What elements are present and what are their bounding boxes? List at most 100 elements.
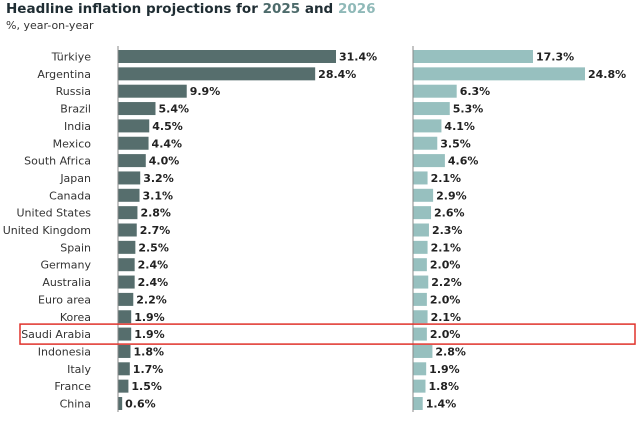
bar-2025-russia (118, 84, 187, 98)
value-label-2026-euro-area: 2.0% (430, 293, 461, 306)
value-label-2026-germany: 2.0% (430, 259, 461, 272)
bar-2026-euro-area (413, 292, 427, 306)
value-label-2026-korea: 2.1% (431, 311, 462, 324)
value-label-2025-china: 0.6% (125, 398, 156, 411)
bar-2026-south-africa (413, 154, 445, 168)
value-label-2026-south-africa: 4.6% (448, 155, 479, 168)
value-label-2026-china: 1.4% (426, 398, 457, 411)
category-label-turkiye: Türkiye (51, 51, 92, 64)
bar-2025-china (118, 397, 123, 410)
value-label-2026-australia: 2.2% (431, 276, 462, 289)
value-label-2026-italy: 1.9% (429, 363, 460, 376)
category-label-china: China (60, 398, 91, 411)
value-label-2025-euro-area: 2.2% (136, 293, 167, 306)
bar-2025-saudi-arabia (118, 327, 132, 341)
highlight-box-saudi-arabia (19, 323, 636, 345)
bar-2026-turkiye (413, 50, 533, 63)
category-label-indonesia: Indonesia (38, 345, 91, 358)
value-label-2025-japan: 3.2% (143, 172, 174, 185)
category-label-japan: Japan (59, 172, 91, 185)
bar-2026-france (413, 379, 426, 393)
value-label-2026-united-states: 2.6% (434, 207, 465, 220)
bar-2026-saudi-arabia (413, 327, 427, 341)
value-label-2025-brazil: 5.4% (158, 103, 189, 116)
value-label-2026-saudi-arabia: 2.0% (430, 328, 461, 341)
value-label-2025-turkiye: 31.4% (339, 51, 377, 64)
value-label-2026-spain: 2.1% (431, 241, 462, 254)
category-label-india: India (64, 120, 91, 133)
title-connector: and (300, 1, 338, 17)
value-label-2026-india: 4.1% (444, 120, 475, 133)
bar-2026-italy (413, 362, 427, 376)
value-label-2025-canada: 3.1% (143, 189, 174, 202)
bar-2025-argentina (118, 67, 316, 81)
bar-2026-united-kingdom (413, 223, 429, 237)
bar-2025-united-states (118, 206, 138, 220)
value-label-2025-argentina: 28.4% (318, 68, 356, 81)
category-label-south-africa: South Africa (24, 155, 91, 168)
title-year-2025: 2025 (262, 1, 301, 17)
category-label-germany: Germany (40, 259, 91, 272)
bar-2025-japan (118, 171, 141, 185)
value-label-2025-saudi-arabia: 1.9% (134, 328, 165, 341)
title-prefix: Headline inflation projections for (6, 1, 263, 17)
value-label-2025-mexico: 4.4% (152, 137, 183, 150)
category-label-italy: Italy (67, 363, 91, 376)
bar-2026-russia (413, 84, 457, 98)
bar-2025-turkiye (118, 50, 336, 63)
value-label-2025-france: 1.5% (131, 380, 162, 393)
title-year-2026: 2026 (337, 1, 376, 17)
bar-2026-brazil (413, 102, 450, 116)
bar-2025-germany (118, 258, 135, 272)
bar-2026-korea (413, 310, 428, 324)
bar-2026-australia (413, 275, 429, 289)
value-label-2026-mexico: 3.5% (440, 137, 471, 150)
value-label-2025-germany: 2.4% (138, 259, 169, 272)
chart-subtitle: %, year-on-year (6, 19, 94, 32)
value-label-2025-korea: 1.9% (134, 311, 165, 324)
category-label-spain: Spain (60, 241, 91, 254)
value-label-2025-australia: 2.4% (138, 276, 169, 289)
category-label-argentina: Argentina (37, 68, 91, 81)
bar-2026-china (413, 397, 423, 410)
bar-2026-spain (413, 240, 428, 254)
category-label-australia: Australia (42, 276, 91, 289)
bar-2026-mexico (413, 136, 438, 150)
bar-2025-brazil (118, 102, 156, 116)
value-label-2026-turkiye: 17.3% (536, 51, 574, 64)
category-label-canada: Canada (49, 189, 91, 202)
value-label-2026-france: 1.8% (428, 380, 459, 393)
bar-2026-argentina (413, 67, 585, 81)
bar-2025-mexico (118, 136, 149, 150)
value-label-2026-russia: 6.3% (460, 85, 491, 98)
bar-2026-india (413, 119, 442, 133)
value-label-2025-india: 4.5% (152, 120, 183, 133)
category-label-united-states: United States (17, 207, 92, 220)
bar-2026-united-states (413, 206, 432, 220)
value-label-2025-spain: 2.5% (138, 241, 169, 254)
bar-2025-south-africa (118, 154, 146, 168)
category-label-brazil: Brazil (60, 103, 91, 116)
category-label-russia: Russia (56, 85, 91, 98)
category-label-korea: Korea (60, 311, 91, 324)
bar-2026-japan (413, 171, 428, 185)
bar-2025-australia (118, 275, 135, 289)
chart-title: Headline inflation projections for 2025 … (6, 1, 376, 17)
bar-2025-united-kingdom (118, 223, 137, 237)
value-label-2026-brazil: 5.3% (453, 103, 484, 116)
value-label-2026-argentina: 24.8% (588, 68, 626, 81)
bar-2025-italy (118, 362, 130, 376)
value-label-2026-japan: 2.1% (431, 172, 462, 185)
bar-2025-korea (118, 310, 132, 324)
value-label-2025-united-kingdom: 2.7% (140, 224, 171, 237)
value-label-2025-indonesia: 1.8% (133, 345, 164, 358)
value-label-2026-indonesia: 2.8% (435, 345, 466, 358)
bar-2026-indonesia (413, 344, 433, 358)
value-label-2026-canada: 2.9% (436, 189, 467, 202)
value-label-2025-russia: 9.9% (190, 85, 221, 98)
category-label-saudi-arabia: Saudi Arabia (21, 328, 91, 341)
value-label-2026-united-kingdom: 2.3% (432, 224, 463, 237)
value-label-2025-italy: 1.7% (133, 363, 164, 376)
bar-2026-canada (413, 188, 434, 202)
